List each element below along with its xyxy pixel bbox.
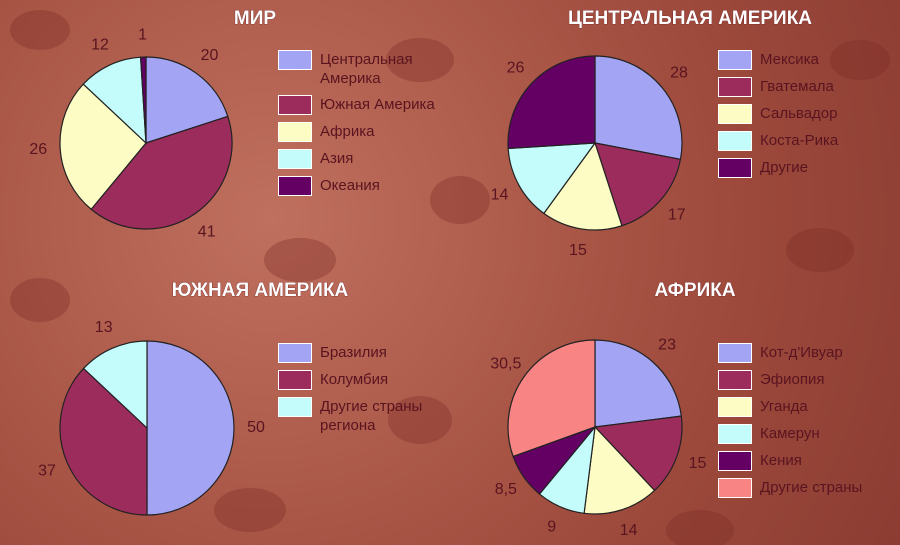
value-label: 14	[491, 187, 509, 204]
legend-swatch	[278, 95, 312, 115]
legend-swatch	[718, 50, 752, 70]
pie-slice	[595, 56, 682, 159]
legend-label: Мексика	[760, 50, 878, 69]
chart-title: ЮЖНАЯ АМЕРИКА	[172, 280, 349, 301]
legend-label: Коста-Рика	[760, 131, 878, 150]
legend: Мексика Гватемала Сальвадор Коста-Рика Други…	[718, 50, 878, 178]
value-label: 23	[658, 336, 676, 353]
value-label: 26	[29, 141, 47, 158]
legend-item: Другие	[718, 158, 878, 178]
value-label: 50	[247, 419, 265, 436]
chart-title: АФРИКА	[654, 280, 735, 301]
value-label: 15	[569, 242, 587, 259]
value-label: 30,5	[490, 356, 521, 373]
legend-item: Южная Америка	[278, 95, 438, 115]
legend-label: Кения	[760, 451, 878, 470]
legend-label: Океания	[320, 176, 438, 195]
value-label: 9	[547, 518, 556, 535]
legend: Центральная Америка Южная Америка Африка Аз…	[278, 50, 438, 196]
legend-swatch	[718, 478, 752, 498]
legend-item: Другие страны	[718, 478, 878, 498]
value-label: 15	[689, 455, 707, 472]
legend-item: Мексика	[718, 50, 878, 70]
chart-title: ЦЕНТРАЛЬНАЯ АМЕРИКА	[568, 8, 812, 29]
legend-item: Бразилия	[278, 343, 438, 363]
legend-item: Центральная Америка	[278, 50, 438, 88]
legend-label: Бразилия	[320, 343, 438, 362]
legend-item: Коста-Рика	[718, 131, 878, 151]
value-label: 8,5	[495, 481, 517, 498]
legend-item: Другие страны региона	[278, 397, 438, 435]
value-label: 12	[91, 36, 109, 53]
legend-label: Уганда	[760, 397, 878, 416]
page: МИР 20 41 26 12 1 ЦЕНТРАЛЬНАЯ АМЕРИКА 28 17 15 14 2…	[0, 0, 900, 545]
chart-title: МИР	[234, 8, 276, 29]
legend-item: Африка	[278, 122, 438, 142]
legend-swatch	[718, 370, 752, 390]
legend-swatch	[718, 77, 752, 97]
legend-item: Азия	[278, 149, 438, 169]
legend-swatch	[718, 397, 752, 417]
legend: Кот-д'Ивуар Эфиопия Уганда Камерун Кения Друг…	[718, 343, 878, 498]
legend-swatch	[718, 424, 752, 444]
legend-swatch	[278, 50, 312, 70]
legend-swatch	[278, 397, 312, 417]
legend-label: Африка	[320, 122, 438, 141]
legend-swatch	[278, 149, 312, 169]
value-label: 28	[670, 65, 688, 82]
legend-swatch	[278, 122, 312, 142]
legend-swatch	[718, 451, 752, 471]
legend-label: Другие страны региона	[320, 397, 438, 435]
legend-swatch	[718, 131, 752, 151]
legend-item: Колумбия	[278, 370, 438, 390]
legend: Бразилия Колумбия Другие страны региона	[278, 343, 438, 435]
value-label: 1	[138, 26, 147, 43]
legend-label: Гватемала	[760, 77, 878, 96]
legend-label: Другие	[760, 158, 878, 177]
legend-label: Центральная Америка	[320, 50, 438, 88]
value-label: 41	[198, 224, 216, 241]
legend-item: Кот-д'Ивуар	[718, 343, 878, 363]
legend-label: Камерун	[760, 424, 878, 443]
legend-item: Океания	[278, 176, 438, 196]
legend-swatch	[278, 343, 312, 363]
pie-slice	[147, 341, 234, 515]
legend-item: Уганда	[718, 397, 878, 417]
legend-item: Гватемала	[718, 77, 878, 97]
value-label: 26	[507, 60, 525, 77]
legend-label: Азия	[320, 149, 438, 168]
legend-swatch	[278, 176, 312, 196]
value-label: 17	[668, 206, 686, 223]
legend-label: Сальвадор	[760, 104, 878, 123]
legend-swatch	[718, 343, 752, 363]
legend-item: Камерун	[718, 424, 878, 444]
legend-label: Кот-д'Ивуар	[760, 343, 878, 362]
legend-label: Колумбия	[320, 370, 438, 389]
legend-item: Кения	[718, 451, 878, 471]
legend-swatch	[278, 370, 312, 390]
legend-swatch	[718, 158, 752, 178]
value-label: 13	[95, 319, 113, 336]
legend-item: Эфиопия	[718, 370, 878, 390]
legend-swatch	[718, 104, 752, 124]
value-label: 20	[201, 47, 219, 64]
legend-label: Другие страны	[760, 478, 878, 497]
legend-label: Южная Америка	[320, 95, 438, 114]
value-label: 37	[38, 463, 56, 480]
legend-label: Эфиопия	[760, 370, 878, 389]
value-label: 14	[620, 522, 638, 539]
legend-item: Сальвадор	[718, 104, 878, 124]
